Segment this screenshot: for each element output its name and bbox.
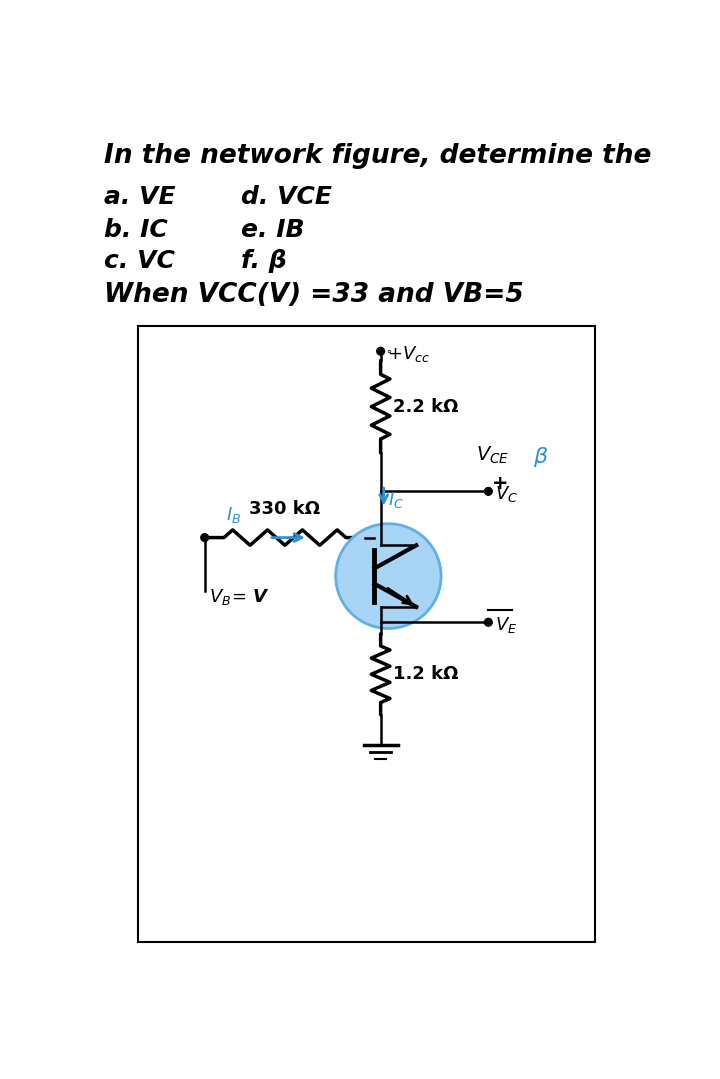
Text: $V_E$: $V_E$ bbox=[495, 615, 517, 636]
Text: e. IB: e. IB bbox=[241, 218, 305, 242]
Text: 2.2 kΩ: 2.2 kΩ bbox=[393, 398, 459, 415]
Text: c. VC: c. VC bbox=[104, 249, 175, 273]
Text: $V_C$: $V_C$ bbox=[495, 484, 518, 505]
Text: When VCC(V) =33 and VB=5: When VCC(V) =33 and VB=5 bbox=[104, 282, 523, 308]
Text: $V_B\!=\!$ V: $V_B\!=\!$ V bbox=[209, 587, 270, 606]
Text: $I_C$: $I_C$ bbox=[388, 490, 405, 510]
Text: In the network figure, determine the: In the network figure, determine the bbox=[104, 144, 652, 169]
Text: f. β: f. β bbox=[241, 249, 287, 273]
Text: $\circ$: $\circ$ bbox=[385, 344, 392, 355]
Text: b. IC: b. IC bbox=[104, 218, 168, 242]
Text: $V_{CE}$: $V_{CE}$ bbox=[476, 446, 509, 466]
Text: $\beta$: $\beta$ bbox=[534, 446, 549, 469]
Text: $I_B$: $I_B$ bbox=[226, 505, 242, 525]
Circle shape bbox=[201, 534, 209, 542]
Text: 330 kΩ: 330 kΩ bbox=[249, 500, 320, 518]
Bar bbox=[138, 326, 595, 942]
Circle shape bbox=[485, 618, 492, 626]
Text: +: + bbox=[492, 475, 508, 493]
Text: 1.2 kΩ: 1.2 kΩ bbox=[393, 665, 459, 683]
Text: a. VE: a. VE bbox=[104, 185, 176, 209]
Circle shape bbox=[336, 523, 441, 628]
Circle shape bbox=[377, 347, 384, 355]
Circle shape bbox=[485, 488, 492, 495]
Text: $+V_{cc}$: $+V_{cc}$ bbox=[387, 344, 430, 365]
Text: d. VCE: d. VCE bbox=[241, 185, 332, 209]
